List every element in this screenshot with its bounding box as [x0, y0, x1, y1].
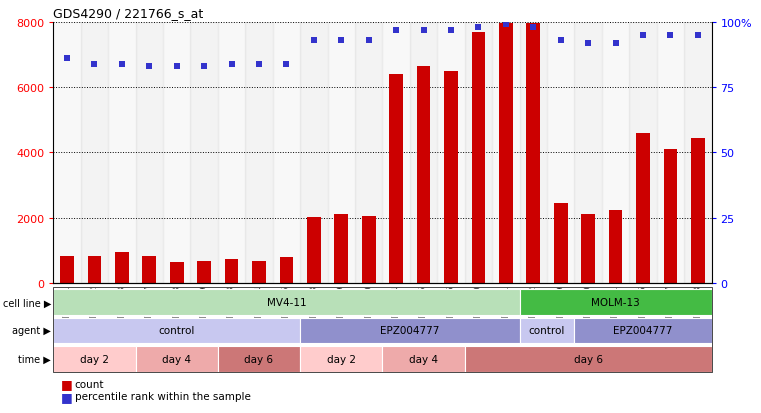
- Text: day 2: day 2: [326, 354, 355, 364]
- Bar: [81, 23, 108, 283]
- Bar: [410, 23, 438, 283]
- Bar: [142, 256, 156, 283]
- Text: time ▶: time ▶: [18, 354, 51, 364]
- Point: [362, 38, 374, 44]
- Point: [582, 40, 594, 47]
- Bar: [60, 256, 74, 283]
- Text: day 4: day 4: [162, 354, 191, 364]
- Text: control: control: [529, 326, 565, 336]
- Bar: [547, 23, 575, 283]
- Point: [280, 61, 292, 68]
- Bar: [197, 261, 211, 283]
- Point: [225, 61, 237, 68]
- Text: ■: ■: [61, 390, 72, 403]
- Text: MV4-11: MV4-11: [266, 298, 306, 308]
- Bar: [279, 257, 293, 283]
- Point: [473, 25, 485, 31]
- Bar: [115, 252, 129, 283]
- Bar: [88, 256, 101, 283]
- Text: agent ▶: agent ▶: [12, 326, 51, 336]
- Point: [692, 33, 704, 39]
- Bar: [602, 23, 629, 283]
- Point: [253, 61, 265, 68]
- Point: [610, 40, 622, 47]
- Bar: [361, 216, 375, 283]
- Bar: [224, 259, 238, 283]
- Point: [88, 61, 100, 68]
- Text: count: count: [75, 379, 104, 389]
- Bar: [272, 23, 300, 283]
- Bar: [245, 23, 272, 283]
- Text: control: control: [158, 326, 195, 336]
- Bar: [520, 23, 547, 283]
- Bar: [135, 23, 163, 283]
- Bar: [417, 66, 431, 283]
- Text: cell line ▶: cell line ▶: [2, 298, 51, 308]
- Bar: [554, 204, 568, 283]
- Bar: [327, 23, 355, 283]
- Text: EPZ004777: EPZ004777: [613, 326, 673, 336]
- Bar: [609, 210, 622, 283]
- Bar: [355, 23, 383, 283]
- Bar: [190, 23, 218, 283]
- Bar: [334, 215, 348, 283]
- Bar: [636, 133, 650, 283]
- Text: day 6: day 6: [244, 354, 273, 364]
- Bar: [108, 23, 135, 283]
- Point: [637, 33, 649, 39]
- Bar: [390, 75, 403, 283]
- Text: ■: ■: [61, 377, 72, 391]
- Text: GDS4290 / 221766_s_at: GDS4290 / 221766_s_at: [53, 7, 203, 20]
- Point: [527, 25, 540, 31]
- Point: [61, 56, 73, 62]
- Bar: [218, 23, 245, 283]
- Point: [116, 61, 128, 68]
- Point: [307, 38, 320, 44]
- Bar: [307, 218, 320, 283]
- Point: [335, 38, 347, 44]
- Bar: [581, 215, 595, 283]
- Bar: [300, 23, 327, 283]
- Bar: [492, 23, 520, 283]
- Text: day 4: day 4: [409, 354, 438, 364]
- Bar: [465, 23, 492, 283]
- Point: [198, 64, 210, 70]
- Text: MOLM-13: MOLM-13: [591, 298, 640, 308]
- Bar: [575, 23, 602, 283]
- Bar: [438, 23, 465, 283]
- Bar: [629, 23, 657, 283]
- Bar: [163, 23, 190, 283]
- Text: day 6: day 6: [574, 354, 603, 364]
- Point: [170, 64, 183, 70]
- Point: [390, 27, 403, 34]
- Text: day 2: day 2: [80, 354, 109, 364]
- Point: [555, 38, 567, 44]
- Point: [664, 33, 677, 39]
- Bar: [657, 23, 684, 283]
- Bar: [499, 24, 513, 283]
- Text: percentile rank within the sample: percentile rank within the sample: [75, 392, 250, 401]
- Bar: [170, 262, 183, 283]
- Bar: [53, 23, 81, 283]
- Text: EPZ004777: EPZ004777: [380, 326, 440, 336]
- Bar: [684, 23, 712, 283]
- Bar: [472, 33, 486, 283]
- Bar: [444, 71, 458, 283]
- Bar: [691, 138, 705, 283]
- Point: [500, 22, 512, 28]
- Point: [445, 27, 457, 34]
- Point: [418, 27, 430, 34]
- Bar: [527, 24, 540, 283]
- Bar: [383, 23, 410, 283]
- Bar: [664, 150, 677, 283]
- Point: [143, 64, 155, 70]
- Bar: [252, 261, 266, 283]
